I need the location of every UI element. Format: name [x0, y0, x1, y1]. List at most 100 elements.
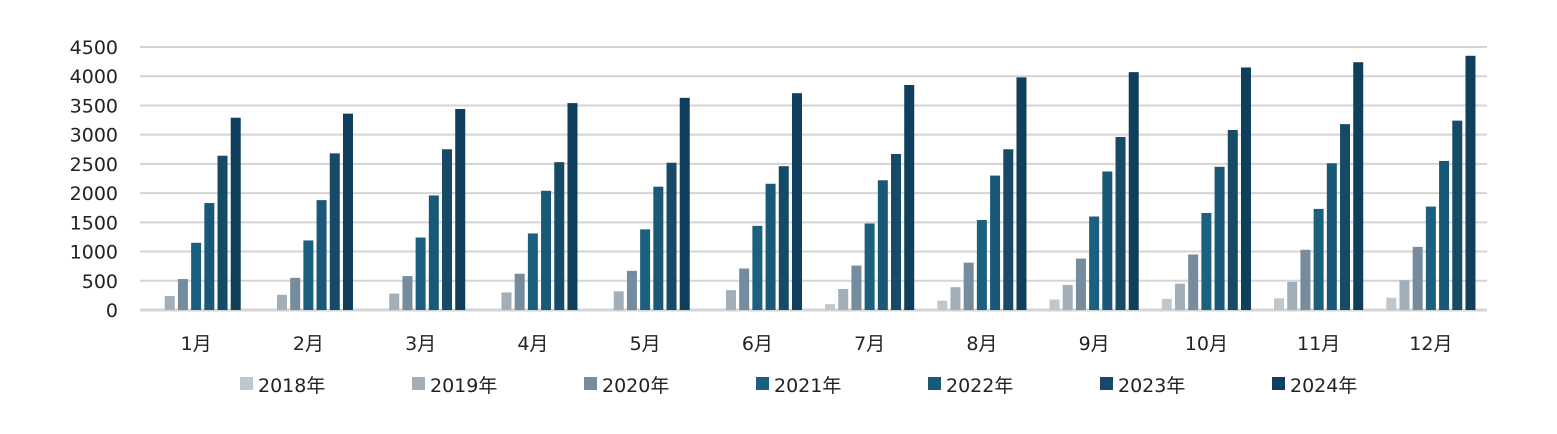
bar-2024年-1月 [230, 117, 241, 311]
bar-2020年-10月 [1188, 254, 1199, 310]
x-tick-label: 12月 [1409, 333, 1452, 355]
x-tick-label: 8月 [966, 333, 997, 355]
y-tick-label: 500 [82, 271, 118, 293]
bar-2021年-4月 [527, 233, 538, 310]
x-tick-label: 9月 [1079, 333, 1110, 355]
bar-2020年-8月 [963, 262, 974, 310]
bar-2020年-11月 [1300, 249, 1311, 310]
x-tick-label: 5月 [630, 333, 661, 355]
bar-2019年-9月 [1062, 284, 1073, 310]
bar-2019年-7月 [838, 288, 849, 310]
legend-label: 2024年 [1290, 375, 1357, 397]
bar-2024年-12月 [1465, 55, 1476, 311]
bar-2023年-10月 [1227, 129, 1238, 310]
bar-2022年-3月 [428, 195, 439, 310]
bar-2022年-1月 [204, 203, 215, 310]
x-tick-label: 10月 [1185, 333, 1228, 355]
bar-2020年-3月 [402, 276, 413, 310]
bar-2023年-11月 [1340, 124, 1351, 310]
x-tick-label: 7月 [854, 333, 885, 355]
legend-swatch [240, 377, 253, 390]
bar-2024年-5月 [679, 97, 690, 310]
bar-2023年-4月 [554, 162, 565, 310]
bar-2023年-8月 [1003, 149, 1014, 310]
bar-2020年-1月 [177, 279, 188, 310]
bar-2019年-3月 [389, 293, 400, 310]
bar-2020年-9月 [1075, 258, 1086, 310]
legend-label: 2023年 [1118, 375, 1185, 397]
legend-swatch [584, 377, 597, 390]
y-tick-label: 3500 [70, 95, 118, 117]
bar-2019年-11月 [1287, 281, 1298, 310]
bar-2023年-6月 [778, 166, 789, 310]
legend-label: 2020年 [602, 375, 669, 397]
bar-2019年-10月 [1174, 283, 1185, 310]
bar-2024年-3月 [455, 108, 466, 310]
bar-2024年-8月 [1016, 77, 1027, 310]
bar-2024年-6月 [791, 93, 802, 310]
bar-2022年-4月 [541, 190, 552, 310]
legend-label: 2021年 [774, 375, 841, 397]
bar-2018年-11月 [1274, 298, 1285, 310]
bar-2022年-10月 [1214, 166, 1225, 310]
bar-2018年-7月 [825, 304, 836, 310]
bar-2024年-2月 [342, 113, 353, 310]
bar-2021年-3月 [415, 237, 426, 310]
bar-2022年-8月 [990, 175, 1001, 310]
bar-2021年-9月 [1089, 216, 1100, 310]
bar-2020年-4月 [514, 273, 525, 310]
bar-2024年-4月 [567, 103, 578, 311]
bar-2019年-5月 [613, 291, 624, 310]
y-tick-label: 2500 [70, 154, 118, 176]
bar-2021年-12月 [1425, 206, 1436, 310]
y-tick-label: 2000 [70, 183, 118, 205]
legend-label: 2022年 [946, 375, 1013, 397]
bar-2018年-12月 [1386, 297, 1397, 310]
bar-2019年-2月 [276, 294, 287, 310]
bar-2021年-5月 [640, 229, 651, 310]
bar-2023年-9月 [1115, 137, 1126, 310]
x-tick-label: 11月 [1297, 333, 1340, 355]
y-tick-label: 0 [106, 300, 118, 322]
x-tick-label: 1月 [181, 333, 212, 355]
bar-2022年-6月 [765, 183, 776, 310]
bar-2022年-12月 [1439, 160, 1450, 310]
bar-2019年-4月 [501, 292, 512, 310]
bar-2024年-11月 [1353, 62, 1364, 310]
bar-2024年-10月 [1240, 67, 1251, 310]
bar-2018年-9月 [1049, 299, 1060, 310]
legend-swatch [756, 377, 769, 390]
bar-2019年-12月 [1399, 280, 1410, 310]
x-tick-label: 6月 [742, 333, 773, 355]
bar-2022年-5月 [653, 186, 664, 310]
legend-label: 2018年 [258, 375, 325, 397]
bar-2018年-8月 [937, 300, 948, 310]
bar-2019年-6月 [725, 290, 736, 310]
bar-2023年-5月 [666, 162, 677, 310]
bar-2022年-7月 [877, 180, 888, 310]
bar-2023年-1月 [217, 155, 228, 310]
bar-2021年-8月 [976, 219, 987, 310]
bar-2023年-3月 [442, 149, 453, 310]
bar-2021年-6月 [752, 225, 763, 310]
bar-2022年-9月 [1102, 171, 1113, 310]
bar-2022年-2月 [316, 200, 327, 310]
x-tick-label: 4月 [517, 333, 548, 355]
bar-2021年-11月 [1313, 208, 1324, 310]
legend-swatch [928, 377, 941, 390]
bar-2020年-12月 [1412, 246, 1423, 310]
x-tick-label: 2月 [293, 333, 324, 355]
legend-label: 2019年 [430, 375, 497, 397]
bar-2023年-2月 [329, 153, 340, 310]
bar-2023年-7月 [891, 153, 902, 310]
bar-2021年-7月 [864, 223, 875, 310]
y-tick-label: 1500 [70, 212, 118, 234]
bar-2020年-7月 [851, 265, 862, 310]
y-tick-label: 1000 [70, 242, 118, 264]
bar-2020年-6月 [739, 268, 750, 310]
bar-2019年-8月 [950, 287, 961, 310]
legend-swatch [1272, 377, 1285, 390]
bar-2022年-11月 [1326, 163, 1337, 310]
